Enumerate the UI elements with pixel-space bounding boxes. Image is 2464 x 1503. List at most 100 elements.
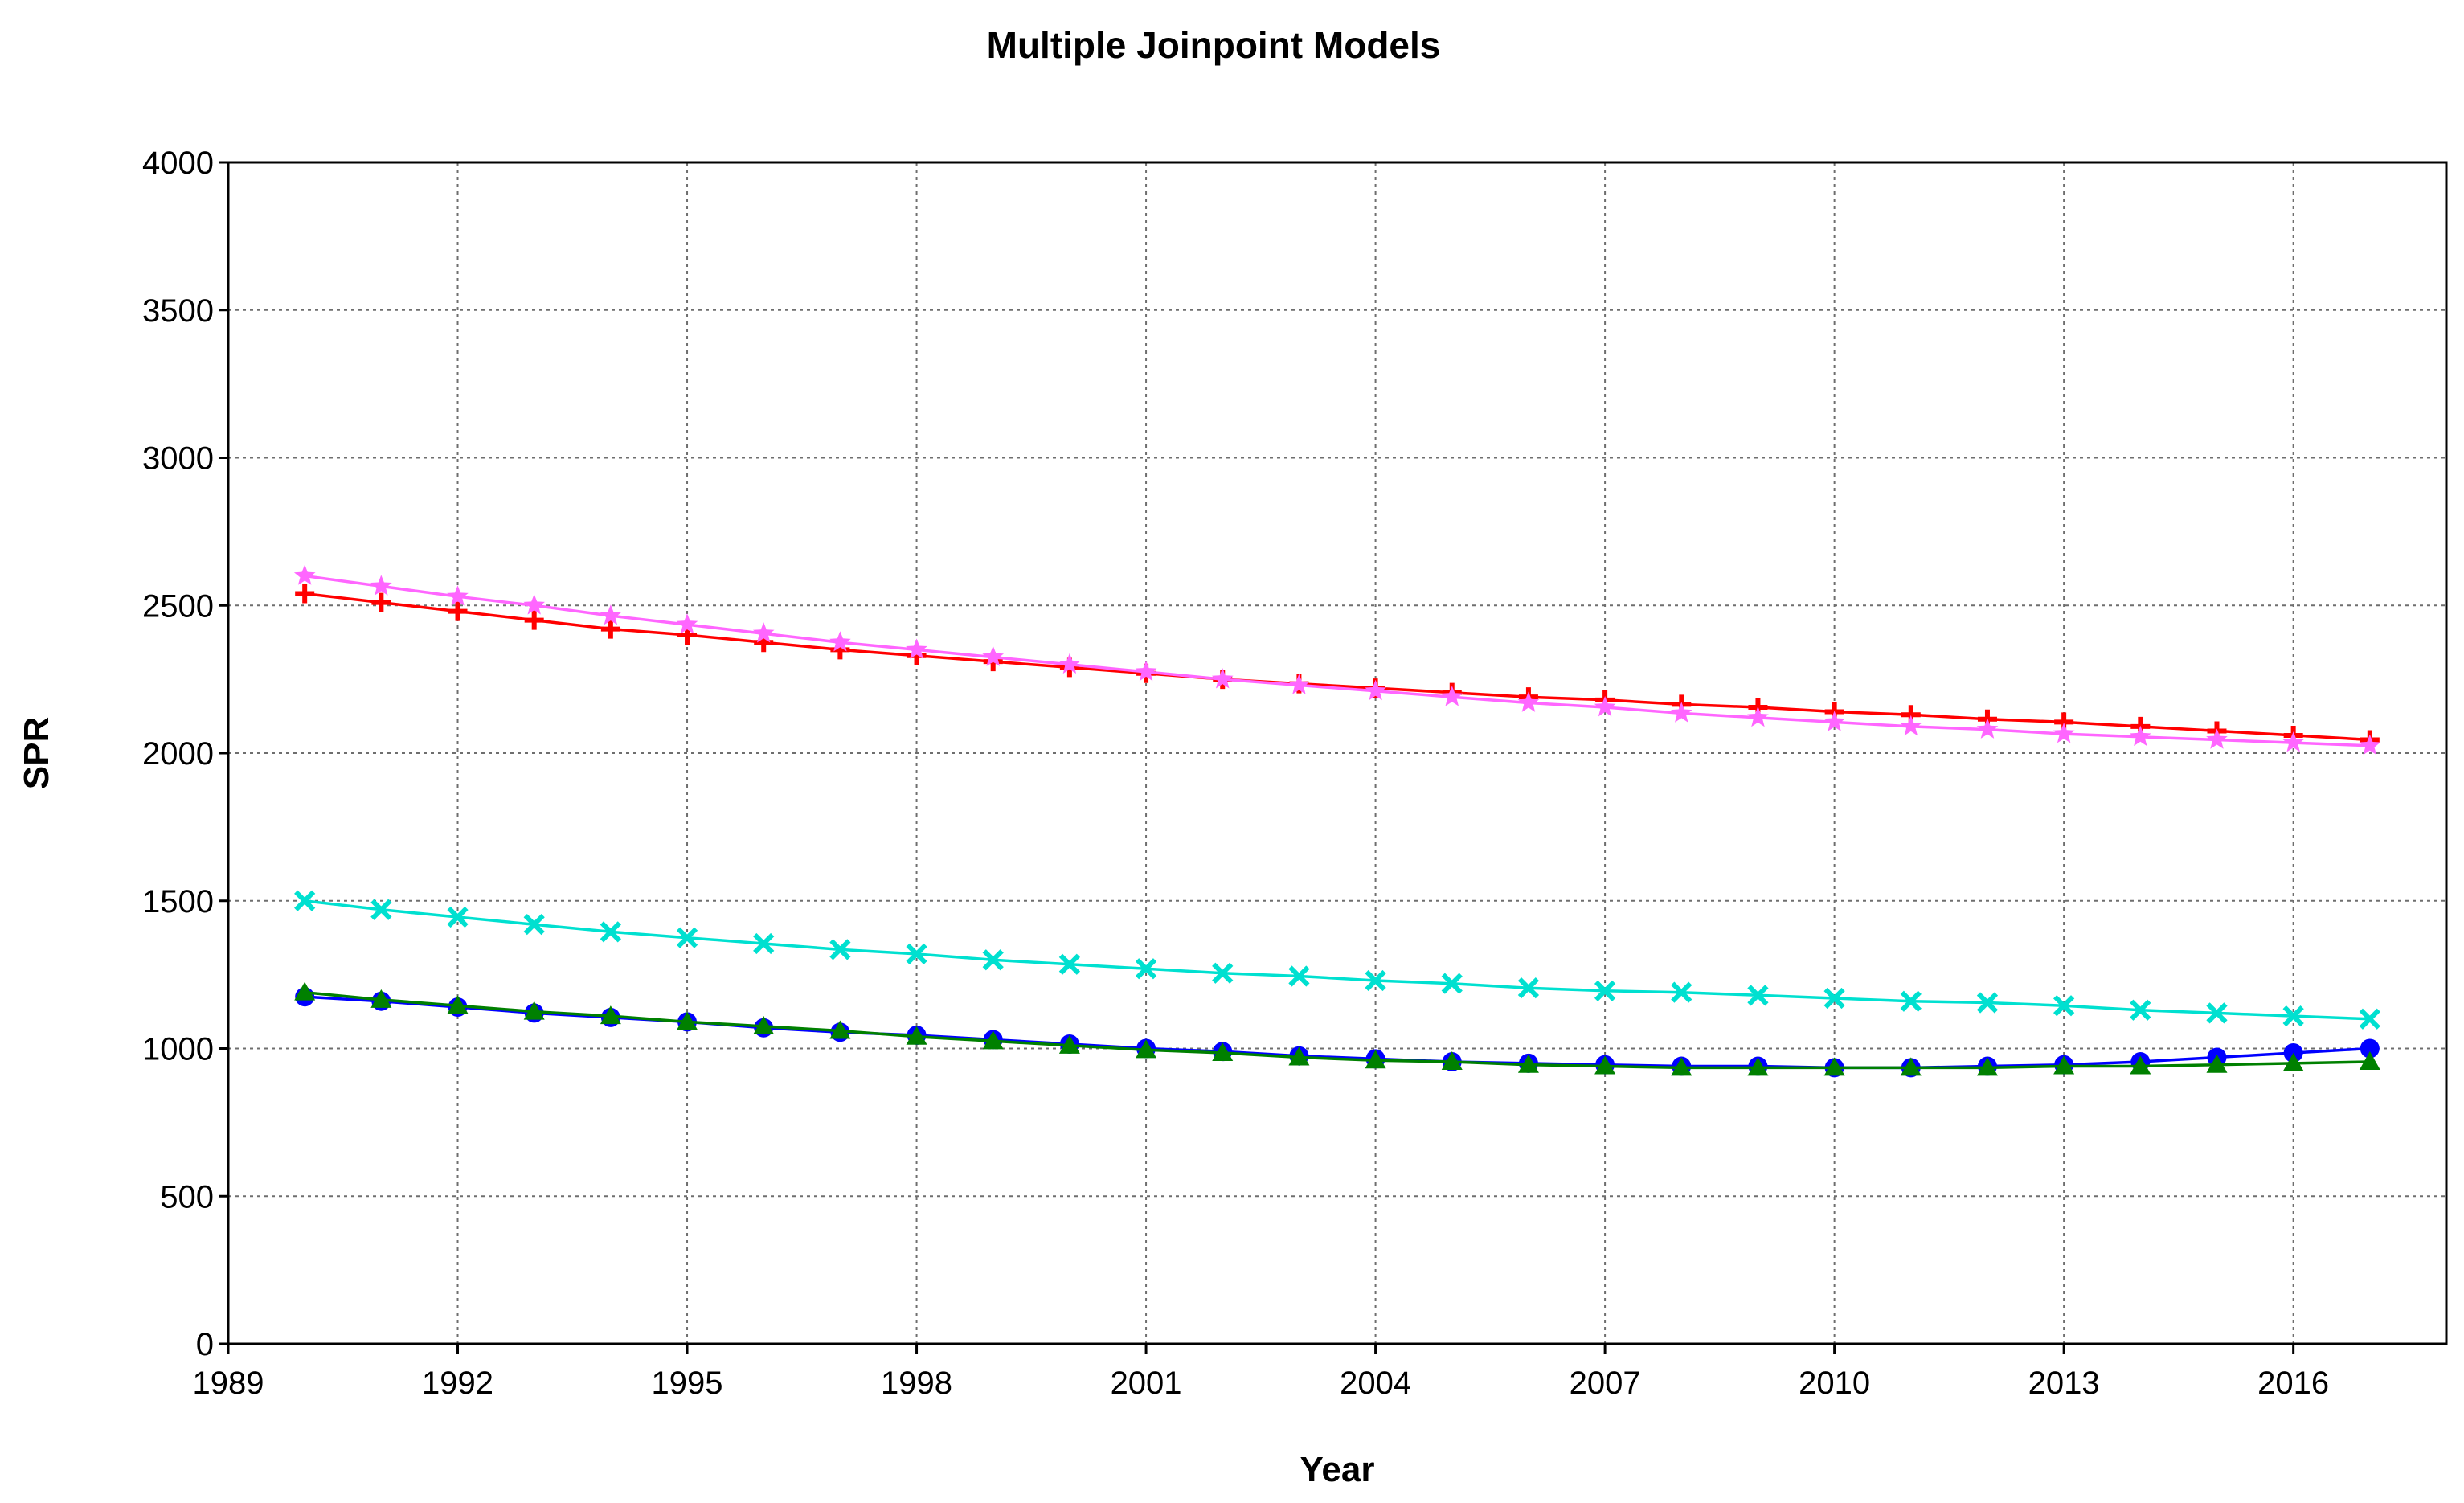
y-tick-label: 500: [160, 1179, 214, 1214]
series-line: [305, 990, 2370, 1070]
data-point: [753, 1015, 775, 1034]
data-point: [906, 638, 927, 659]
data-point: [600, 1005, 621, 1025]
series-line: [304, 574, 2370, 747]
x-tick-label: 2016: [2257, 1366, 2329, 1401]
data-point: [1135, 660, 1157, 682]
x-axis-ticks: 1989 1992 1995 1998 2001 2004 2007 2010 2013 2016: [193, 1344, 2329, 1401]
data-point: [1136, 1039, 1157, 1059]
data-point: [370, 989, 392, 1008]
data-point: [2130, 725, 2151, 747]
data-point: [1671, 981, 1692, 1003]
data-point: [1594, 696, 1616, 717]
data-point: [2130, 999, 2151, 1021]
data-point: [1900, 715, 1922, 736]
data-point: [1135, 958, 1157, 980]
x-axis-label: Year: [1300, 1450, 1375, 1489]
data-point: [676, 927, 698, 948]
data-point: [1288, 1046, 1310, 1066]
data-point: [523, 914, 545, 936]
data-point: [1747, 985, 1769, 1006]
y-tick-label: 3000: [142, 441, 214, 477]
x-tick-label: 2007: [1570, 1366, 1641, 1401]
data-point: [1747, 1057, 1769, 1076]
data-point: [1212, 962, 1234, 984]
series-cyan-cross: [294, 890, 2380, 1030]
data-point: [1900, 1057, 1922, 1076]
data-point: [2053, 1055, 2075, 1075]
y-tick-label: 4000: [142, 145, 214, 181]
data-point: [523, 594, 545, 615]
series-line: [304, 899, 2370, 1021]
data-point: [2359, 734, 2381, 756]
data-point: [2206, 1002, 2228, 1024]
data-point: [2053, 723, 2075, 743]
data-point: [1823, 987, 1845, 1010]
data-point: [1058, 1034, 1080, 1054]
data-point: [1976, 718, 1999, 739]
x-tick-label: 2004: [1340, 1366, 1411, 1401]
data-point: [1671, 702, 1692, 723]
data-point: [2359, 1051, 2380, 1071]
data-point: [1211, 668, 1234, 689]
series-violet-star: [293, 564, 2381, 756]
data-point: [2360, 1038, 2380, 1059]
data-point: [524, 610, 544, 630]
x-tick-label: 1998: [881, 1366, 952, 1401]
data-point: [829, 939, 851, 960]
x-tick-label: 2010: [1799, 1366, 1870, 1401]
data-point: [600, 604, 622, 625]
series-line: [304, 592, 2370, 742]
data-point: [982, 949, 1004, 971]
data-point: [295, 584, 315, 604]
data-point: [982, 1030, 1004, 1050]
y-tick-label: 1000: [142, 1032, 214, 1067]
y-tick-label: 2500: [142, 588, 214, 624]
y-axis-label: SPR: [17, 717, 56, 789]
data-point: [1517, 691, 1540, 712]
data-point: [294, 890, 316, 911]
data-point: [600, 921, 621, 943]
data-point: [1517, 1054, 1539, 1073]
y-tick-label: 0: [196, 1327, 214, 1362]
x-tick-label: 1995: [652, 1366, 723, 1401]
data-point: [906, 1026, 927, 1045]
data-point: [2359, 1008, 2380, 1030]
data-point: [600, 619, 620, 639]
data-point: [1441, 686, 1463, 706]
data-point: [2282, 1052, 2304, 1071]
data-point: [370, 899, 392, 920]
data-point: [1058, 653, 1081, 674]
data-point: [906, 943, 927, 965]
data-point: [2130, 1055, 2151, 1075]
data-point: [1594, 1055, 1616, 1075]
data-point: [829, 631, 851, 652]
data-point: [447, 906, 469, 928]
data-point: [1441, 973, 1463, 994]
data-point: [1288, 965, 1310, 987]
data-point: [2206, 728, 2228, 749]
data-point: [523, 1001, 545, 1020]
x-tick-label: 2013: [2028, 1366, 2100, 1401]
data-point: [1976, 992, 1999, 1014]
data-point: [1823, 1057, 1845, 1076]
data-point: [1288, 674, 1310, 694]
data-point: [1517, 977, 1540, 999]
data-point: [370, 575, 392, 596]
data-point: [294, 981, 316, 1001]
data-point: [2206, 1054, 2228, 1073]
series-group: [293, 564, 2381, 1078]
chart-title: Multiple Joinpoint Models: [987, 24, 1441, 66]
data-point: [1976, 1057, 1998, 1076]
data-point: [1365, 679, 1386, 701]
data-point: [447, 585, 469, 606]
data-point: [1594, 980, 1616, 1001]
data-point: [371, 592, 391, 612]
data-point: [829, 1020, 851, 1039]
data-point: [982, 645, 1004, 666]
x-tick-label: 1992: [422, 1366, 493, 1401]
y-tick-label: 3500: [142, 293, 214, 329]
grid-lines: [228, 162, 2446, 1344]
data-point: [1212, 1042, 1234, 1062]
